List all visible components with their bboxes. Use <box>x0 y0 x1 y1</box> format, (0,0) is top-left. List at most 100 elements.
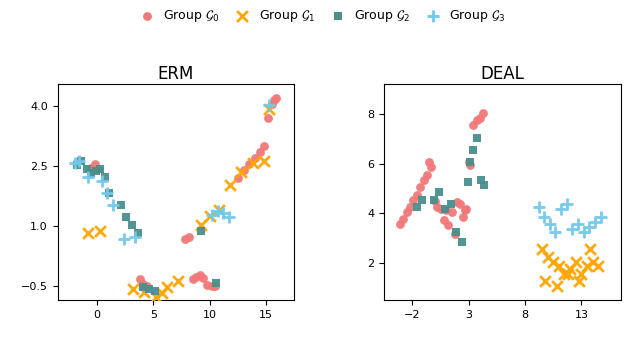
Point <box>100 175 110 180</box>
Point <box>461 207 472 212</box>
Point <box>424 160 435 165</box>
Point <box>162 284 172 289</box>
Point <box>556 207 566 212</box>
Point <box>138 281 148 287</box>
Point <box>472 118 482 123</box>
Point <box>263 116 273 121</box>
Point <box>83 231 93 236</box>
Point <box>116 203 126 208</box>
Point <box>398 217 408 222</box>
Point <box>429 197 439 202</box>
Point <box>478 110 488 116</box>
Point <box>95 228 106 234</box>
Point <box>211 280 221 285</box>
Point <box>472 135 482 140</box>
Point <box>565 266 575 272</box>
Point <box>533 204 543 210</box>
Point <box>191 274 202 280</box>
Point <box>576 271 586 277</box>
Point <box>405 204 415 210</box>
Point <box>210 283 220 289</box>
Point <box>432 204 442 210</box>
Point <box>422 172 432 178</box>
Point <box>579 229 589 235</box>
Point <box>180 236 190 242</box>
Point <box>439 217 449 223</box>
Point <box>69 160 79 165</box>
Point <box>447 209 457 215</box>
Point <box>537 246 547 252</box>
Title: DEAL: DEAL <box>481 65 524 83</box>
Point <box>271 95 282 101</box>
Point <box>540 279 550 284</box>
Point <box>588 259 598 264</box>
Point <box>259 144 269 149</box>
Point <box>196 222 206 228</box>
Point <box>429 198 440 204</box>
Point <box>539 214 549 220</box>
Point <box>207 212 217 218</box>
Point <box>150 295 161 300</box>
Point <box>86 165 97 171</box>
Point <box>457 239 467 244</box>
Point <box>468 122 478 128</box>
Point <box>97 179 107 184</box>
Point <box>138 284 148 289</box>
Point <box>104 191 115 196</box>
Point <box>574 279 584 284</box>
Point <box>463 180 473 185</box>
Point <box>585 246 595 252</box>
Point <box>141 283 152 289</box>
Point <box>76 159 86 164</box>
Point <box>590 219 600 224</box>
Point <box>584 224 595 229</box>
Point <box>559 271 570 277</box>
Point <box>225 183 235 188</box>
Point <box>233 176 243 181</box>
Point <box>412 192 422 197</box>
Point <box>244 161 254 167</box>
Point <box>140 289 150 295</box>
Point <box>236 170 246 175</box>
Point <box>451 229 461 235</box>
Point <box>128 286 138 292</box>
Point <box>463 160 474 165</box>
Point <box>548 259 558 264</box>
Point <box>188 276 198 281</box>
Point <box>130 235 140 240</box>
Point <box>561 202 572 207</box>
Point <box>218 211 228 216</box>
Point <box>412 204 422 210</box>
Point <box>475 115 485 120</box>
Point <box>417 197 428 202</box>
Point <box>554 264 564 269</box>
Point <box>259 159 269 164</box>
Point <box>573 222 583 227</box>
Point <box>465 162 475 167</box>
Point <box>435 189 445 195</box>
Point <box>440 207 450 212</box>
Point <box>269 97 279 103</box>
Point <box>582 264 592 269</box>
Point <box>419 177 429 182</box>
Point <box>74 159 84 164</box>
Point <box>184 235 195 240</box>
Point <box>214 207 224 213</box>
Point <box>72 163 82 168</box>
Point <box>445 202 456 207</box>
Point <box>121 215 131 220</box>
Point <box>593 264 604 269</box>
Point <box>196 228 206 234</box>
Point <box>479 182 490 187</box>
Point <box>127 222 137 228</box>
Point <box>144 286 154 292</box>
Point <box>408 197 419 202</box>
Point <box>173 278 183 284</box>
Point <box>458 214 468 220</box>
Point <box>550 229 561 235</box>
Point <box>595 214 605 220</box>
Point <box>452 199 463 205</box>
Point <box>552 284 562 289</box>
Point <box>239 167 249 173</box>
Point <box>198 275 208 281</box>
